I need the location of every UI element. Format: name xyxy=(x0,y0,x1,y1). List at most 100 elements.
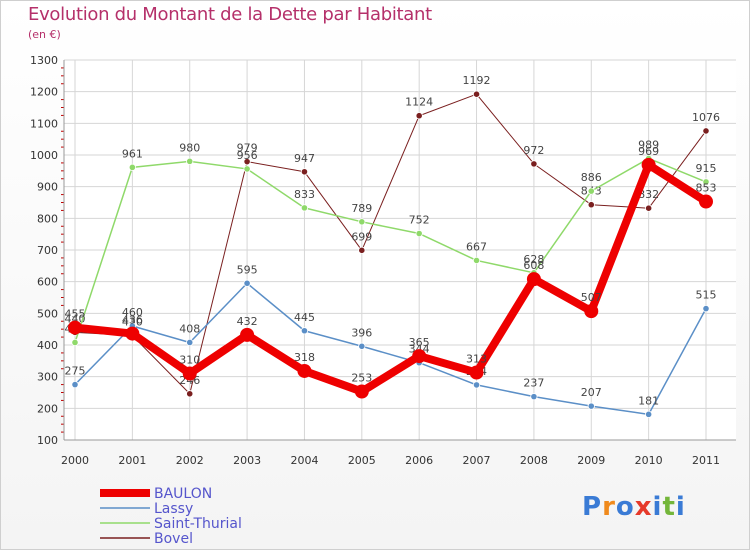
logo-letter: i xyxy=(652,492,663,522)
data-label: 430 xyxy=(122,316,143,329)
data-point xyxy=(300,204,309,212)
data-label: 1076 xyxy=(692,111,720,124)
data-label: 313 xyxy=(466,353,487,366)
x-tick-label: 2000 xyxy=(61,454,89,467)
logo-letter: P xyxy=(582,492,603,522)
data-label: 1124 xyxy=(405,96,433,109)
data-label: 956 xyxy=(237,149,258,162)
data-label: 310 xyxy=(179,354,200,367)
data-point xyxy=(530,393,538,401)
data-point xyxy=(645,410,653,418)
data-label: 832 xyxy=(638,188,659,201)
data-point xyxy=(71,338,79,347)
y-tick-label: 200 xyxy=(37,402,58,415)
data-point xyxy=(412,349,427,364)
data-label: 440 xyxy=(65,312,86,325)
x-tick-label: 2004 xyxy=(290,454,318,467)
x-tick-label: 2002 xyxy=(176,454,204,467)
data-point xyxy=(587,187,595,195)
data-point xyxy=(71,380,79,389)
data-label: 460 xyxy=(122,306,143,319)
series-line-saint-thurial xyxy=(74,157,707,343)
data-label: 969 xyxy=(638,145,659,158)
y-tick-label: 1300 xyxy=(30,54,58,67)
data-label: 318 xyxy=(294,351,315,364)
data-point xyxy=(702,127,710,135)
data-point xyxy=(186,157,194,165)
chart-title: Evolution du Montant de la Dette par Hab… xyxy=(28,4,432,25)
data-point xyxy=(243,158,251,166)
data-point xyxy=(358,218,366,226)
data-label: 432 xyxy=(237,315,258,328)
data-label: 752 xyxy=(409,214,430,227)
data-label: 628 xyxy=(523,253,544,266)
x-tick-label: 2003 xyxy=(233,454,261,467)
data-point xyxy=(702,304,710,313)
data-label: 608 xyxy=(523,259,544,272)
data-point xyxy=(587,201,595,209)
legend-label: Saint-Thurial xyxy=(154,516,242,532)
data-label: 595 xyxy=(237,263,258,276)
data-point xyxy=(530,160,538,168)
y-tick-label: 800 xyxy=(37,212,58,225)
x-tick-label: 2006 xyxy=(405,454,433,467)
data-point xyxy=(472,256,481,265)
data-label: 365 xyxy=(409,336,430,349)
data-point xyxy=(186,390,194,398)
y-tick-label: 700 xyxy=(37,244,58,257)
data-point xyxy=(587,402,595,410)
data-point xyxy=(472,381,481,389)
data-label: 275 xyxy=(65,365,86,378)
data-label: 915 xyxy=(696,162,717,175)
y-tick-label: 900 xyxy=(37,181,58,194)
data-label: 507 xyxy=(581,291,602,304)
x-tick-label: 2007 xyxy=(463,454,491,467)
data-label: 455 xyxy=(65,308,86,321)
data-point xyxy=(699,194,713,209)
proxiti-logo: Proxiti xyxy=(582,492,686,522)
x-tick-label: 2008 xyxy=(520,454,548,467)
data-label: 445 xyxy=(294,311,315,324)
data-point xyxy=(297,363,312,378)
y-tick-label: 1100 xyxy=(30,117,58,130)
legend-label: BAULON xyxy=(154,486,212,502)
data-point xyxy=(186,338,194,347)
y-tick-label: 100 xyxy=(37,434,58,447)
data-point xyxy=(182,366,197,381)
data-label: 436 xyxy=(122,314,143,327)
data-point xyxy=(415,112,423,120)
y-tick-label: 1000 xyxy=(30,149,58,162)
x-tick-label: 2005 xyxy=(348,454,376,467)
data-label: 979 xyxy=(237,142,258,155)
data-label: 961 xyxy=(122,147,143,160)
data-label: 853 xyxy=(696,182,717,195)
logo-letter: r xyxy=(602,492,616,522)
data-point xyxy=(526,272,541,287)
logo-letter: o xyxy=(615,492,635,522)
data-point xyxy=(240,327,255,342)
data-point xyxy=(300,168,309,176)
data-label: 886 xyxy=(581,171,602,184)
x-tick-label: 2010 xyxy=(635,454,663,467)
data-label: 972 xyxy=(523,144,544,157)
data-point xyxy=(300,327,309,335)
data-label: 789 xyxy=(351,202,372,215)
data-label: 667 xyxy=(466,240,487,253)
data-point xyxy=(645,204,653,212)
data-point xyxy=(125,326,140,341)
data-label: 989 xyxy=(638,138,659,151)
data-label: 699 xyxy=(351,230,372,243)
data-point xyxy=(469,365,484,380)
data-label: 207 xyxy=(581,386,602,399)
y-tick-label: 600 xyxy=(37,276,58,289)
data-label: 515 xyxy=(696,289,717,302)
logo-letter: x xyxy=(634,492,653,522)
data-point xyxy=(415,229,423,238)
data-label: 181 xyxy=(638,394,659,407)
chart-unit: (en €) xyxy=(28,28,61,41)
y-tick-label: 400 xyxy=(37,339,58,352)
legend-label: Bovel xyxy=(154,531,193,547)
data-point xyxy=(243,165,251,173)
data-point xyxy=(243,279,251,287)
